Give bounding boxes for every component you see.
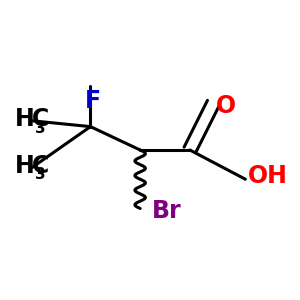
Text: 3: 3 bbox=[35, 121, 46, 136]
Text: Br: Br bbox=[152, 200, 182, 224]
Text: H: H bbox=[15, 107, 35, 131]
Text: O: O bbox=[216, 94, 236, 118]
Text: C: C bbox=[32, 107, 49, 131]
Text: 3: 3 bbox=[35, 167, 46, 182]
Text: F: F bbox=[85, 88, 101, 112]
Text: OH: OH bbox=[248, 164, 288, 188]
Text: C: C bbox=[32, 154, 49, 178]
Text: H: H bbox=[15, 154, 35, 178]
